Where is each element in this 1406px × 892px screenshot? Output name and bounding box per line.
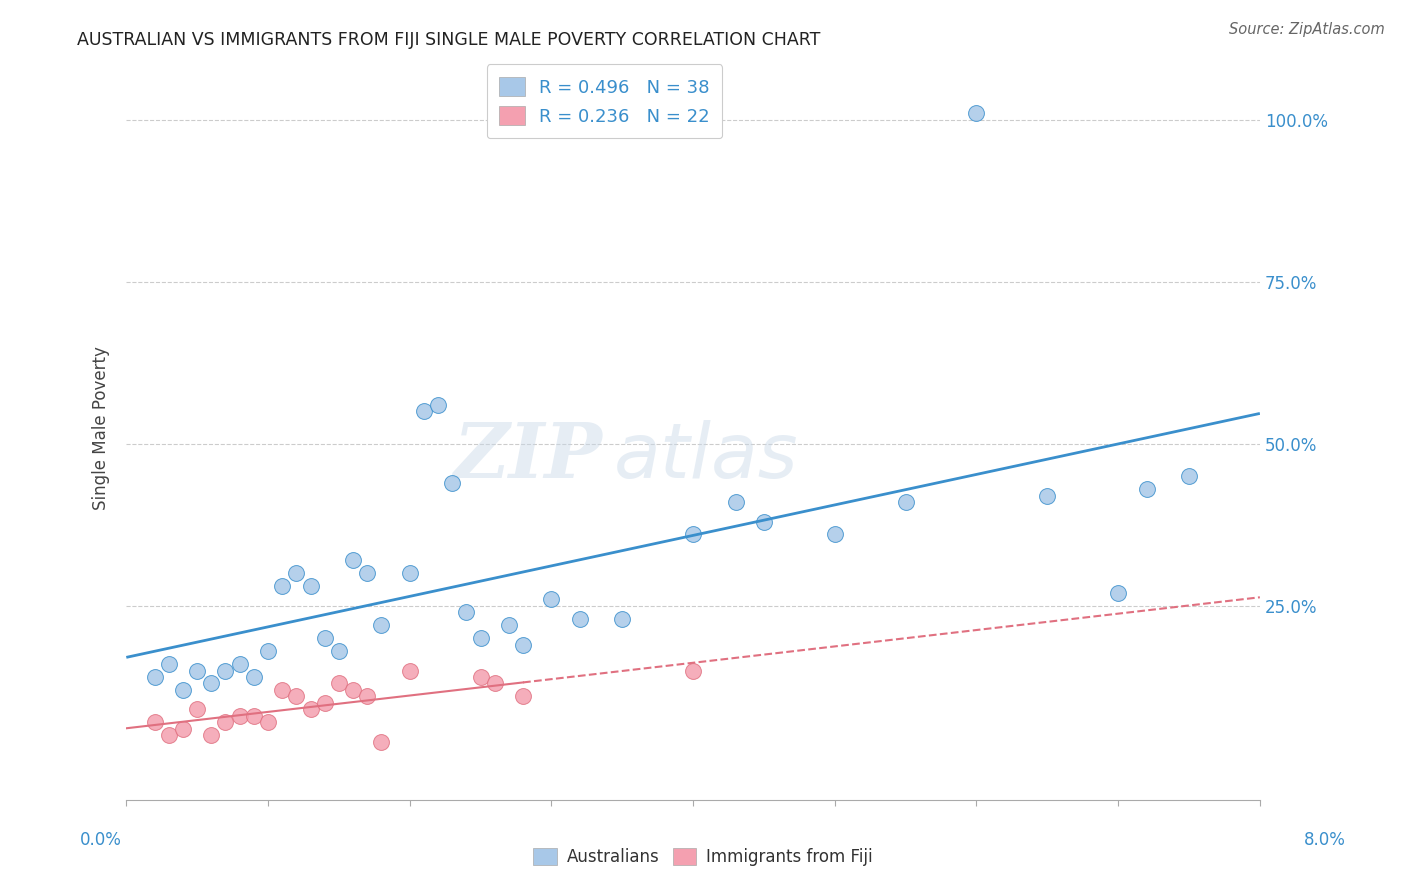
Point [143, 670, 166, 684]
Point [456, 605, 478, 619]
Point [200, 728, 222, 742]
Point [724, 495, 747, 509]
Point [398, 566, 420, 581]
Point [512, 690, 534, 704]
Point [568, 612, 591, 626]
Point [328, 676, 350, 690]
Point [214, 664, 236, 678]
Point [172, 722, 194, 736]
Point [398, 664, 420, 678]
Point [328, 644, 350, 658]
Legend: Australians, Immigrants from Fiji: Australians, Immigrants from Fiji [524, 840, 882, 875]
Point [484, 676, 506, 690]
Point [752, 515, 775, 529]
Point [271, 579, 294, 593]
Point [370, 618, 392, 632]
Text: 8.0%: 8.0% [1303, 831, 1346, 849]
Point [356, 690, 378, 704]
Point [228, 657, 250, 671]
Point [157, 728, 180, 742]
Point [342, 683, 364, 698]
Point [342, 553, 364, 567]
Point [1135, 482, 1157, 496]
Point [470, 670, 492, 684]
Point [412, 404, 434, 418]
Point [682, 664, 704, 678]
Point [299, 579, 322, 593]
Legend: R = 0.496   N = 38, R = 0.236   N = 22: R = 0.496 N = 38, R = 0.236 N = 22 [486, 64, 723, 138]
Point [299, 702, 322, 716]
Point [441, 475, 464, 490]
Point [966, 106, 988, 120]
Point [285, 690, 308, 704]
Point [172, 683, 194, 698]
Text: 0.0%: 0.0% [80, 831, 122, 849]
Point [1178, 469, 1201, 483]
Point [427, 398, 450, 412]
Point [243, 709, 266, 723]
Point [824, 527, 846, 541]
Text: Source: ZipAtlas.com: Source: ZipAtlas.com [1229, 22, 1385, 37]
Point [1036, 489, 1059, 503]
Point [470, 631, 492, 645]
Point [157, 657, 180, 671]
Point [200, 676, 222, 690]
Point [271, 683, 294, 698]
Point [612, 612, 634, 626]
Point [228, 709, 250, 723]
Point [186, 702, 208, 716]
Point [143, 715, 166, 730]
Y-axis label: Single Male Poverty: Single Male Poverty [93, 346, 110, 509]
Point [370, 735, 392, 749]
Point [894, 495, 917, 509]
Point [1107, 586, 1129, 600]
Point [257, 715, 280, 730]
Point [285, 566, 308, 581]
Point [512, 638, 534, 652]
Point [498, 618, 520, 632]
Point [314, 631, 336, 645]
Point [314, 696, 336, 710]
Point [540, 592, 562, 607]
Text: AUSTRALIAN VS IMMIGRANTS FROM FIJI SINGLE MALE POVERTY CORRELATION CHART: AUSTRALIAN VS IMMIGRANTS FROM FIJI SINGL… [77, 31, 821, 49]
Text: atlas: atlas [614, 420, 799, 494]
Point [243, 670, 266, 684]
Point [682, 527, 704, 541]
Text: ZIP: ZIP [454, 420, 602, 494]
Point [186, 664, 208, 678]
Point [356, 566, 378, 581]
Point [214, 715, 236, 730]
Point [257, 644, 280, 658]
